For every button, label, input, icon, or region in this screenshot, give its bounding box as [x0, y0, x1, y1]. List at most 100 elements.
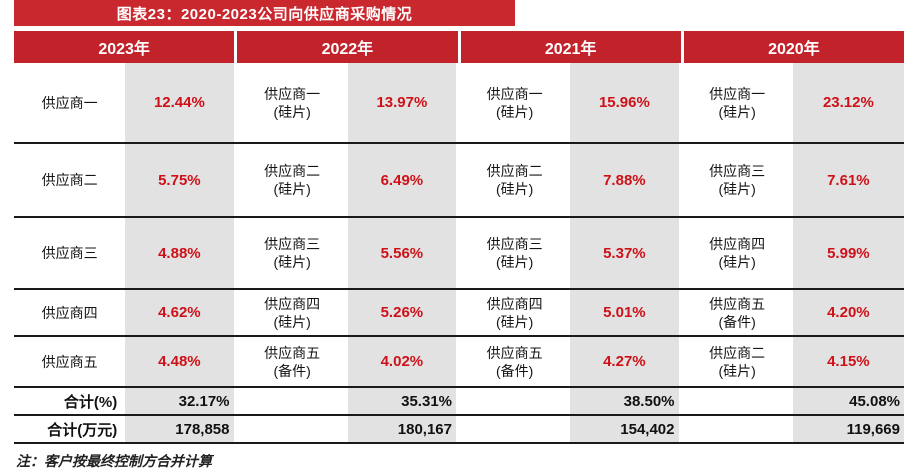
supplier-name-cell: 供应商五(备件)	[459, 337, 570, 386]
year-column-header: 2022年	[237, 31, 460, 63]
supplier-name: 供应商一	[487, 85, 543, 103]
year-group-cells: 供应商五(备件)4.27%	[459, 337, 682, 386]
purchase-percent-cell: 5.01%	[570, 290, 681, 335]
purchase-percent-cell: 5.37%	[570, 218, 681, 288]
year-group-cells: 45.08%	[682, 388, 904, 414]
supplier-name-cell: 供应商一	[14, 63, 125, 142]
year-group-cells: 供应商五 4.48%	[14, 337, 237, 386]
purchase-percent-cell: 23.12%	[793, 63, 904, 142]
total-label-cell: 合计(%)	[14, 388, 125, 414]
year-group-cells: 供应商一(硅片)15.96%	[459, 63, 682, 142]
supplier-name: 供应商四	[487, 295, 543, 313]
supplier-name: 供应商一	[709, 85, 765, 103]
total-label-cell	[237, 416, 348, 442]
year-group-cells: 38.50%	[459, 388, 682, 414]
total-value-cell: 180,167	[348, 416, 459, 442]
total-amount-row: 合计(万元)178,858 180,167 154,402 119,669	[14, 416, 904, 444]
figure-title-bar: 图表23：2020-2023公司向供应商采购情况	[14, 0, 515, 26]
supplier-name: 供应商二	[42, 171, 98, 189]
supplier-name-cell: 供应商四(硅片)	[459, 290, 570, 335]
total-label-cell	[682, 388, 793, 414]
year-group-cells: 供应商三(硅片)5.37%	[459, 218, 682, 288]
supplier-category: (备件)	[718, 313, 755, 331]
year-group-cells: 供应商一(硅片)23.12%	[682, 63, 904, 142]
supplier-category: (硅片)	[718, 103, 755, 121]
supplier-category: (硅片)	[273, 180, 310, 198]
supplier-name-cell: 供应商二	[14, 144, 125, 216]
year-group-cells: 供应商三(硅片)5.56%	[237, 218, 460, 288]
supplier-name-cell: 供应商二(硅片)	[459, 144, 570, 216]
year-column-header: 2023年	[14, 31, 237, 63]
year-group-cells: 供应商二(硅片)7.88%	[459, 144, 682, 216]
supplier-name: 供应商五	[264, 344, 320, 362]
supplier-name-cell: 供应商五(备件)	[682, 290, 793, 335]
purchase-percent-cell: 4.15%	[793, 337, 904, 386]
supplier-category: (备件)	[496, 362, 533, 380]
supplier-name: 供应商二	[487, 162, 543, 180]
total-value-cell: 154,402	[570, 416, 681, 442]
year-group-cells: 供应商五(备件)4.20%	[682, 290, 904, 335]
year-column-header: 2020年	[684, 31, 904, 63]
supplier-name-cell: 供应商三(硅片)	[682, 144, 793, 216]
year-group-cells: 供应商二(硅片)6.49%	[237, 144, 460, 216]
total-label-cell	[682, 416, 793, 442]
supplier-name-cell: 供应商五(备件)	[237, 337, 348, 386]
supplier-name-cell: 供应商一(硅片)	[237, 63, 348, 142]
year-group-cells: 供应商四(硅片)5.26%	[237, 290, 460, 335]
supplier-category: (硅片)	[718, 180, 755, 198]
supplier-name: 供应商五	[709, 295, 765, 313]
footnote: 注：客户按最终控制方合并计算	[16, 451, 212, 471]
supplier-name-cell: 供应商三	[14, 218, 125, 288]
supplier-name-cell: 供应商四(硅片)	[237, 290, 348, 335]
total-value-cell: 45.08%	[793, 388, 904, 414]
purchase-percent-cell: 4.20%	[793, 290, 904, 335]
total-value-cell: 35.31%	[348, 388, 459, 414]
purchase-percent-cell: 4.62%	[125, 290, 236, 335]
supplier-name-cell: 供应商三(硅片)	[459, 218, 570, 288]
supplier-name: 供应商五	[42, 353, 98, 371]
supplier-category: (硅片)	[273, 103, 310, 121]
year-column-header: 2021年	[461, 31, 684, 63]
purchase-percent-cell: 13.97%	[348, 63, 459, 142]
supplier-name-cell: 供应商二(硅片)	[682, 337, 793, 386]
total-value-cell: 178,858	[125, 416, 236, 442]
figure-title: 图表23：2020-2023公司向供应商采购情况	[117, 3, 412, 24]
purchase-percent-cell: 4.48%	[125, 337, 236, 386]
supplier-name: 供应商一	[264, 85, 320, 103]
supplier-name: 供应商四	[42, 304, 98, 322]
year-group-cells: 供应商四(硅片) 5.99%	[682, 218, 904, 288]
total-label-cell: 合计(万元)	[14, 416, 125, 442]
total-value-cell: 119,669	[793, 416, 904, 442]
purchase-percent-cell: 5.99%	[793, 218, 904, 288]
supplier-name-cell: 供应商一(硅片)	[682, 63, 793, 142]
supplier-category: (备件)	[273, 362, 310, 380]
year-group-cells: 154,402	[459, 416, 682, 442]
total-value-cell: 32.17%	[125, 388, 236, 414]
year-group-cells: 供应商四 4.62%	[14, 290, 237, 335]
supplier-category: (硅片)	[718, 253, 755, 271]
supplier-category: (硅片)	[496, 103, 533, 121]
supplier-name-cell: 供应商一(硅片)	[459, 63, 570, 142]
supplier-category: (硅片)	[273, 313, 310, 331]
total-percent-row: 合计(%)32.17% 35.31% 38.50% 45.08%	[14, 388, 904, 416]
purchase-percent-cell: 5.56%	[348, 218, 459, 288]
total-label-cell	[237, 388, 348, 414]
supplier-name: 供应商四	[264, 295, 320, 313]
total-label-cell	[459, 388, 570, 414]
supplier-name: 供应商二	[264, 162, 320, 180]
supplier-name: 供应商四	[709, 235, 765, 253]
supplier-name: 供应商三	[264, 235, 320, 253]
purchase-percent-cell: 7.61%	[793, 144, 904, 216]
year-group-cells: 180,167	[237, 416, 460, 442]
total-value-cell: 38.50%	[570, 388, 681, 414]
supplier-name: 供应商三	[42, 244, 98, 262]
supplier-category: (硅片)	[496, 253, 533, 271]
